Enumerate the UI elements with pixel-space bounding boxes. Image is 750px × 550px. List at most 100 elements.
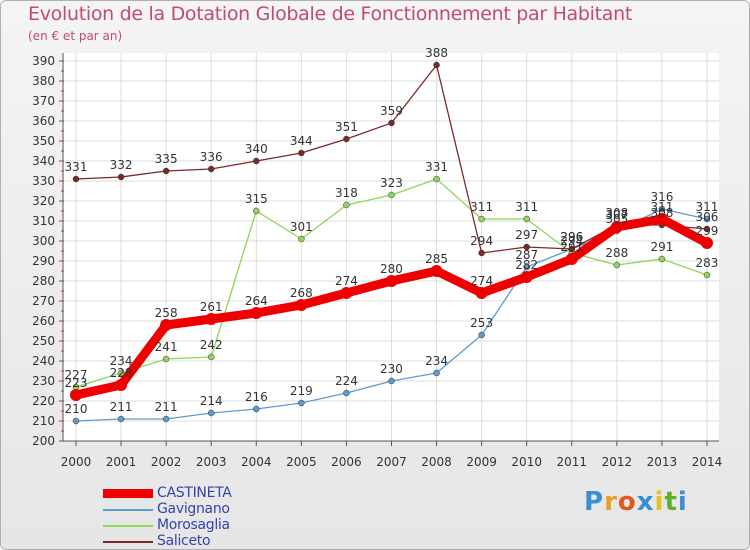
x-tick-label: 2009	[466, 455, 497, 469]
data-label-morosaglia: 311	[470, 200, 493, 214]
data-point-castineta	[430, 265, 443, 277]
data-label-gavignano: 253	[470, 316, 493, 330]
x-tick-label: 2011	[556, 455, 587, 469]
brand-letter: o	[617, 487, 637, 517]
data-point-gavignano	[433, 369, 440, 377]
data-label-gavignano: 230	[380, 362, 403, 376]
data-point-saliceto	[433, 61, 440, 69]
data-label-gavignano: 211	[110, 400, 133, 414]
data-labels: 210 211 211 214 216 2192242302342532872963053…	[65, 46, 719, 416]
x-tick-label: 2013	[647, 455, 678, 469]
data-point-morosaglia	[298, 235, 305, 243]
data-label-castineta: 228	[110, 366, 133, 380]
data-point-saliceto	[253, 157, 260, 165]
data-label-saliceto: 332	[110, 158, 133, 172]
data-label-saliceto: 296	[560, 230, 583, 244]
x-tick-label: 2001	[106, 455, 137, 469]
data-point-saliceto	[117, 173, 125, 181]
x-tick-label: 2004	[241, 455, 272, 469]
data-label-castineta: 307	[605, 208, 628, 222]
data-label-saliceto: 294	[470, 234, 493, 248]
data-label-gavignano: 214	[200, 394, 223, 408]
data-label-saliceto: 306	[696, 210, 719, 224]
brand-logo: Proxiti	[584, 487, 688, 517]
data-point-castineta	[160, 319, 173, 331]
data-label-gavignano: 311	[696, 200, 719, 214]
data-point-castineta	[295, 299, 308, 311]
data-label-morosaglia: 283	[696, 256, 719, 270]
y-tick-label: 390	[32, 54, 55, 68]
data-point-morosaglia	[703, 271, 711, 279]
data-label-castineta: 282	[515, 258, 538, 272]
data-label-saliceto: 335	[155, 152, 178, 166]
data-label-morosaglia: 301	[290, 220, 313, 234]
x-tick-label: 2010	[511, 455, 542, 469]
y-tick-label: 290	[32, 254, 55, 268]
data-label-gavignano: 219	[290, 384, 313, 398]
data-point-morosaglia	[117, 369, 125, 377]
data-point-morosaglia	[658, 255, 666, 263]
y-tick-label: 230	[32, 374, 55, 388]
data-label-castineta: 223	[65, 376, 88, 390]
brand-letter: i	[677, 487, 688, 517]
data-point-gavignano	[72, 417, 80, 425]
axes: 200 210 220 230 240 250 260 270 280 290 300 310 320 3…	[32, 53, 722, 469]
data-point-morosaglia	[343, 201, 350, 209]
data-label-morosaglia: 315	[245, 192, 268, 206]
x-tick-label: 2007	[376, 455, 407, 469]
data-label-gavignano: 287	[515, 248, 538, 262]
brand-letter: x	[636, 487, 655, 517]
data-point-gavignano	[298, 399, 305, 407]
data-label-morosaglia: 331	[425, 160, 448, 174]
data-label-gavignano: 305	[605, 212, 628, 226]
data-point-saliceto	[207, 165, 215, 173]
data-label-morosaglia: 241	[155, 340, 178, 354]
y-tick-label: 280	[32, 274, 55, 288]
data-label-gavignano: 224	[335, 374, 358, 388]
data-point-gavignano	[703, 215, 711, 223]
legend-label: Gavignano	[157, 501, 230, 517]
data-point-castineta	[475, 287, 488, 299]
data-point-saliceto	[72, 175, 80, 183]
data-label-gavignano: 234	[425, 354, 448, 368]
legend-swatch	[103, 541, 153, 543]
data-point-saliceto	[523, 243, 530, 251]
data-point-castineta	[520, 271, 533, 283]
y-tick-label: 380	[32, 74, 55, 88]
y-tick-label: 340	[32, 154, 55, 168]
data-label-saliceto: 331	[65, 160, 88, 174]
x-tick-label: 2003	[196, 455, 227, 469]
data-point-saliceto	[568, 245, 576, 253]
data-label-morosaglia: 242	[200, 338, 223, 352]
y-tick-label: 200	[32, 434, 55, 448]
y-tick-label: 240	[32, 354, 55, 368]
data-point-saliceto	[703, 225, 711, 233]
y-tick-label: 300	[32, 234, 55, 248]
data-label-saliceto: 340	[245, 142, 268, 156]
y-tick-label: 360	[32, 114, 55, 128]
data-label-castineta: 311	[650, 200, 673, 214]
data-point-saliceto	[343, 135, 350, 143]
legend-swatch	[103, 525, 153, 527]
data-label-gavignano: 211	[155, 400, 178, 414]
data-point-gavignano	[523, 263, 530, 271]
data-point-morosaglia	[433, 175, 440, 183]
data-point-castineta	[655, 213, 668, 225]
data-point-castineta	[700, 237, 713, 249]
y-tick-label: 330	[32, 174, 55, 188]
data-label-saliceto: 344	[290, 134, 313, 148]
legend-swatch	[103, 509, 153, 511]
data-label-morosaglia: 323	[380, 176, 403, 190]
data-point-morosaglia	[162, 355, 170, 363]
data-point-morosaglia	[523, 215, 530, 223]
brand-letter: i	[654, 487, 665, 517]
data-label-morosaglia: 318	[335, 186, 358, 200]
y-tick-label: 210	[32, 414, 55, 428]
data-label-castineta: 299	[696, 224, 719, 238]
data-label-saliceto: 359	[380, 104, 403, 118]
data-point-castineta	[610, 221, 623, 233]
data-point-saliceto	[478, 249, 485, 257]
data-label-castineta: 285	[425, 252, 448, 266]
x-tick-label: 2014	[692, 455, 723, 469]
